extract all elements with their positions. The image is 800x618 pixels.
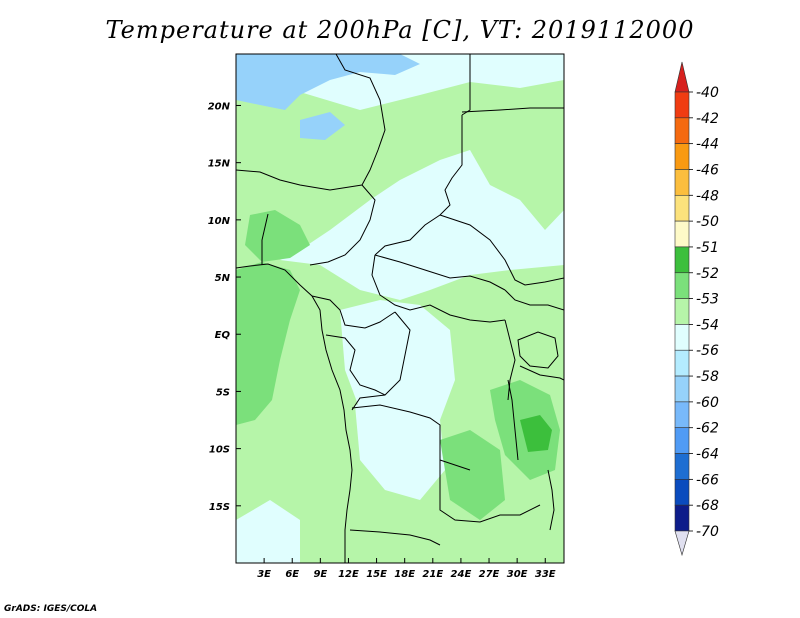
colorbar-label: -62 (696, 421, 719, 437)
x-tick-label: 21E (422, 569, 443, 580)
map-title: Temperature at 200hPa [C], VT: 201911200… (105, 16, 695, 44)
y-tick-label: 15N (208, 159, 231, 170)
border-drc-west (351, 311, 411, 411)
colorbar-label: -40 (696, 85, 719, 101)
x-tick-label: 33E (535, 569, 556, 580)
map-boundaries (236, 54, 564, 563)
colorbar-box (674, 246, 690, 274)
border-east-africa (504, 289, 564, 311)
field-warm-northwest (245, 210, 310, 262)
colorbar-box (674, 91, 690, 119)
colorbar-label: -50 (696, 214, 719, 230)
colorbar-label: -51 (696, 240, 719, 256)
colorbar-label: -66 (696, 472, 719, 488)
border-angola-namibia (349, 529, 441, 546)
x-tick-label: 27E (479, 569, 500, 580)
border-cameroon (311, 295, 396, 329)
colorbar-box (674, 194, 690, 222)
y-tick-label: 5S (216, 387, 230, 398)
colorbar-label: -60 (696, 395, 719, 411)
colorbar-label: -56 (696, 343, 719, 359)
border-drc-angola (351, 404, 471, 471)
field-warm-west-coast (236, 262, 300, 425)
coastline-lake-victoria (517, 331, 559, 369)
border-zambia (439, 460, 541, 523)
colorbar-box (674, 453, 690, 480)
colorbar-box (674, 349, 690, 377)
y-tick-label: 15S (209, 502, 230, 513)
colorbar-label: -53 (696, 292, 719, 308)
colorbar-label: -54 (696, 317, 719, 333)
colorbar-box (674, 401, 690, 429)
colorbar-box (674, 427, 690, 454)
colorbar-label: -58 (696, 369, 719, 385)
colorbar-label: -64 (696, 447, 719, 463)
field-cool-patch-southwest (236, 500, 300, 563)
coastline-lake-malawi (547, 469, 555, 531)
field-cold-northwest (236, 54, 420, 110)
x-tick-label: 18E (394, 569, 415, 580)
border-gabon-congo (325, 334, 386, 396)
colorbar-box (674, 324, 690, 351)
border-north-libya-algeria (335, 54, 386, 186)
colorbar-label: -44 (696, 137, 719, 153)
coastline-west (236, 263, 353, 563)
x-tick-label: 24E (451, 569, 472, 580)
colorbar-label: -46 (696, 162, 719, 178)
x-axis: 3E 6E 9E 12E 15E 18E 21E 24E 27E 30E 33E (257, 558, 556, 580)
colorbar-label: -48 (696, 188, 719, 204)
colorbar-box (674, 117, 690, 144)
colorbar-over-triangle (674, 61, 690, 93)
field-warm-south (440, 430, 505, 520)
x-tick-label: 30E (507, 569, 528, 580)
border-car-north (374, 254, 506, 291)
border-niger-chad (309, 184, 376, 266)
x-tick-label: 3E (257, 569, 271, 580)
field-cool-patch-south (355, 400, 445, 500)
border-tanzania (519, 365, 564, 381)
x-tick-label: 6E (285, 569, 299, 580)
x-tick-label: 9E (313, 569, 327, 580)
y-tick-label: 20N (208, 101, 231, 112)
colorbar-label: -52 (696, 266, 719, 282)
border-sudan-south (439, 214, 564, 286)
colorbar-under-triangle (674, 530, 690, 557)
x-tick-label: 12E (338, 569, 359, 580)
colorbar-box (674, 298, 690, 325)
border-car-south (371, 254, 506, 323)
border-drc-east (504, 319, 516, 401)
y-tick-label: 10S (209, 445, 230, 456)
field-cold-patch-north (300, 112, 345, 140)
x-tick-label: 15E (366, 569, 387, 580)
border-mali-niger (236, 169, 363, 191)
border-nigeria (261, 213, 269, 265)
border-sudan-egypt (461, 107, 564, 113)
y-tick-label: 5N (215, 273, 231, 284)
colorbar-box (674, 169, 690, 196)
map-frame (235, 53, 565, 564)
colorbar-label: -42 (696, 111, 719, 127)
border-chad-sudan (374, 115, 463, 256)
colorbar-box (674, 375, 690, 403)
coastline-lake-tanganyika (507, 379, 519, 461)
colorbar-label: -68 (696, 498, 719, 514)
y-axis: 20N 15N 10N 5N EQ 5S 10S 15S (208, 101, 241, 513)
colorbar-box (674, 220, 690, 248)
y-tick-label: 10N (208, 216, 231, 227)
temperature-field (236, 54, 564, 563)
field-warmest-east (520, 415, 552, 452)
colorbar-label: -70 (696, 524, 719, 540)
y-tick-label: EQ (215, 330, 231, 341)
credit-label: GrADS: IGES/COLA (4, 604, 98, 614)
colorbar-box (674, 272, 690, 299)
colorbar: -40 -42 -44 -46 -48 -50 -51 -52 -53 -54 -56 -58 -60 -… (674, 61, 719, 557)
colorbar-box (674, 504, 690, 532)
border-libya-egypt (461, 54, 471, 116)
colorbar-box (674, 479, 690, 506)
colorbar-box (674, 143, 690, 170)
